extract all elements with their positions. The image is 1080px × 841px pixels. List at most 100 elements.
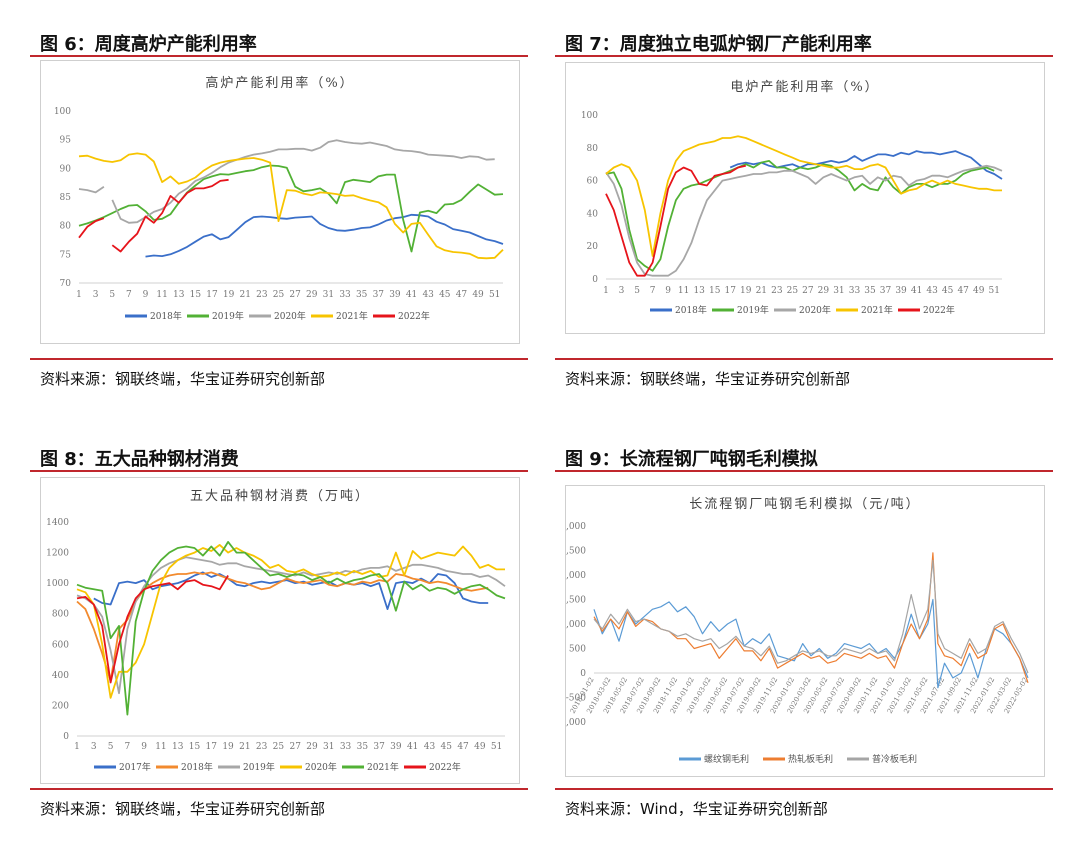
figure-9-bottom-rule [555,788,1053,790]
y-tick-label: 1,000 [566,620,586,630]
legend-label: 2019年 [212,310,244,322]
x-tick-label: 39 [895,286,907,296]
y-tick-label: 0 [592,275,598,285]
series-line-5 [605,164,746,277]
legend-label: 热轧板毛利 [788,753,833,765]
x-tick-label: 47 [456,290,468,300]
legend-label: 2021年 [861,304,893,316]
figure-8-top-rule [30,470,528,472]
y-tick-label: 0 [580,669,586,679]
x-tick-label: 25 [787,286,799,296]
x-tick-label: 43 [926,286,938,296]
figure-7-title: 图 7：周度独立电弧炉钢厂产能利用率 [565,34,872,55]
figure-9-top-rule [555,470,1053,472]
figure-8-source: 资料来源：钢联终端，华宝证券研究创新部 [40,800,326,818]
x-tick-label: 15 [189,742,201,752]
x-tick-label: 43 [422,290,434,300]
legend-label: 2019年 [737,304,769,316]
legend-label: 2020年 [305,761,337,773]
x-tick-label: 7 [126,290,132,300]
x-tick-label: 41 [406,290,417,300]
y-tick-label: 100 [581,111,598,121]
y-tick-label: 20 [587,242,599,252]
x-tick-label: 5 [108,742,114,752]
x-tick-label: 7 [124,742,130,752]
y-tick-label: 800 [52,610,69,620]
x-tick-label: 35 [357,742,369,752]
series-line-3 [605,164,1003,277]
y-tick-label: 60 [587,177,599,187]
figure-6-title: 图 6：周度高炉产能利用率 [40,34,257,55]
x-tick-label: 35 [864,286,876,296]
x-tick-label: 11 [678,286,689,296]
x-tick-label: 47 [457,742,469,752]
x-tick-label: 27 [289,290,301,300]
x-tick-label: 45 [439,290,451,300]
chart-title: 五大品种钢材消费（万吨） [190,489,370,504]
x-tick-label: 19 [223,290,235,300]
x-tick-label: 9 [141,742,147,752]
x-tick-label: 23 [256,290,268,300]
y-tick-label: 2,500 [566,547,586,557]
y-tick-label: 1,500 [566,596,586,606]
y-tick-label: 400 [52,671,69,681]
x-tick-label: 5 [109,290,115,300]
x-tick-label: 21 [240,290,251,300]
series-line-1 [145,213,504,258]
figure-6-source: 资料来源：钢联终端，华宝证券研究创新部 [40,370,326,388]
figure-8-bottom-rule [30,788,528,790]
x-tick-label: 33 [340,742,352,752]
legend-label: 2019年 [243,761,275,773]
x-tick-label: 17 [206,742,218,752]
series-line-2 [605,160,995,272]
series-line-3 [76,556,506,695]
y-tick-label: 1400 [46,518,69,528]
x-tick-label: 31 [323,742,334,752]
x-tick-label: 13 [693,286,705,296]
x-tick-label: 1 [76,290,82,300]
figure-6-chart: 高炉产能利用率（%） 100 95 90 85 80 75 70 1 3 5 7 9 11 13 15 17 19… [40,60,520,344]
x-tick-label: 21 [756,286,767,296]
figure-9-chart: 长流程钢厂吨钢毛利模拟（元/吨） 3,000 2,500 2,000 1,500 1,00… [565,485,1045,777]
series-line-4 [76,544,505,699]
x-tick-label: 1 [74,742,80,752]
legend-label: 2018年 [675,304,707,316]
series-line-6 [76,575,229,684]
legend-label: 2022年 [429,761,461,773]
y-tick-label: 75 [60,250,72,260]
x-tick-label: 11 [155,742,166,752]
legend-label: 2018年 [181,761,213,773]
x-tick-label: 13 [172,742,184,752]
y-tick-label: 90 [60,164,72,174]
series-line-3 [78,139,495,224]
x-tick-label: 15 [709,286,721,296]
figure-9-svg: 长流程钢厂吨钢毛利模拟（元/吨） 3,000 2,500 2,000 1,500 1,00… [566,497,1030,765]
y-tick-label: 40 [587,209,599,219]
x-tick-label: 17 [725,286,737,296]
x-tick-label: 27 [802,286,814,296]
y-tick-label: -1,000 [566,718,586,728]
series-line-1 [593,598,1029,689]
legend-label: 2020年 [274,310,306,322]
legend-label: 2018年 [150,310,182,322]
x-tick-label: 41 [407,742,418,752]
chart-title: 电炉产能利用率（%） [730,79,879,95]
y-tick-label: 0 [63,732,69,742]
legend-label: 2021年 [336,310,368,322]
x-tick-label: 17 [206,290,218,300]
legend-label: 2022年 [923,304,955,316]
figure-6-bottom-rule [30,358,528,360]
x-tick-label: 49 [474,742,486,752]
legend-label: 螺纹钢毛利 [704,753,749,765]
x-tick-label: 29 [306,290,318,300]
x-tick-label: 35 [356,290,368,300]
x-tick-label: 43 [424,742,436,752]
figure-9-source: 资料来源：Wind，华宝证券研究创新部 [565,800,828,818]
y-tick-label: 3,000 [566,522,586,532]
x-tick-label: 47 [957,286,969,296]
legend-label: 2017年 [119,761,151,773]
figure-7-bottom-rule [555,358,1053,360]
y-tick-label: 95 [60,136,72,146]
x-tick-label: 13 [173,290,185,300]
